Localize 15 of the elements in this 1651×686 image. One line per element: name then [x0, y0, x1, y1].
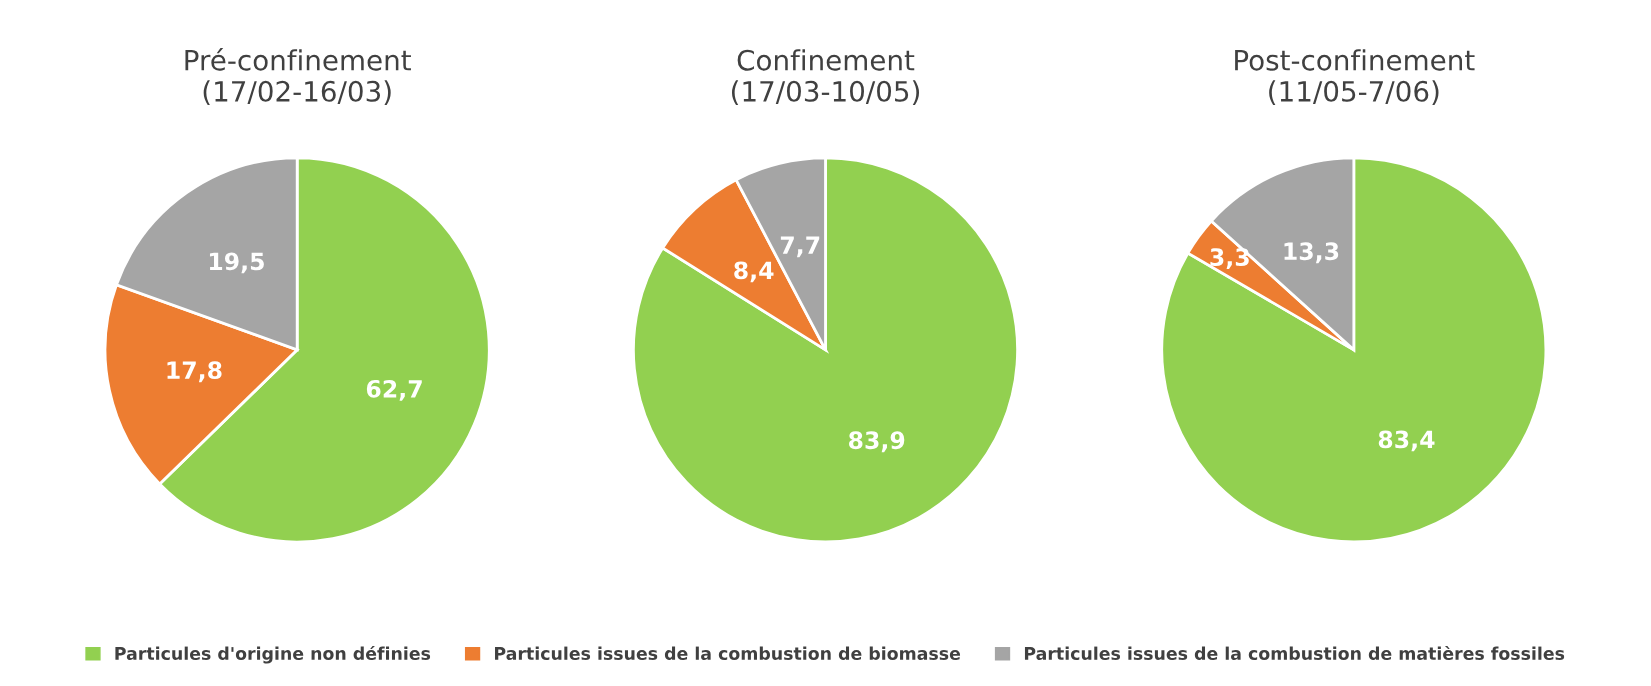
chart-title: Confinement (17/03-10/05) [731, 49, 920, 106]
data-label: 83,9 [849, 431, 905, 453]
legend-label: Particules issues de la combustion de biomasse [495, 646, 961, 661]
chart-title: Post-confinement (11/05-7/06) [1235, 49, 1475, 106]
data-label: 83,4 [1378, 430, 1435, 452]
pie-slice [1160, 156, 1548, 544]
data-label: 8,4 [734, 261, 774, 283]
data-label: 7,7 [780, 236, 820, 258]
legend-label: Particules d'origine non définies [115, 645, 431, 664]
data-label: 19,5 [209, 252, 264, 274]
chart-title: Pré-confinement (17/02-16/03) [185, 48, 411, 106]
data-label: 13,3 [1284, 242, 1339, 264]
data-label: 62,7 [366, 379, 422, 401]
data-label: 17,8 [167, 361, 222, 383]
legend-label: Particules issues de la combustion de matières fossiles [1024, 645, 1565, 661]
